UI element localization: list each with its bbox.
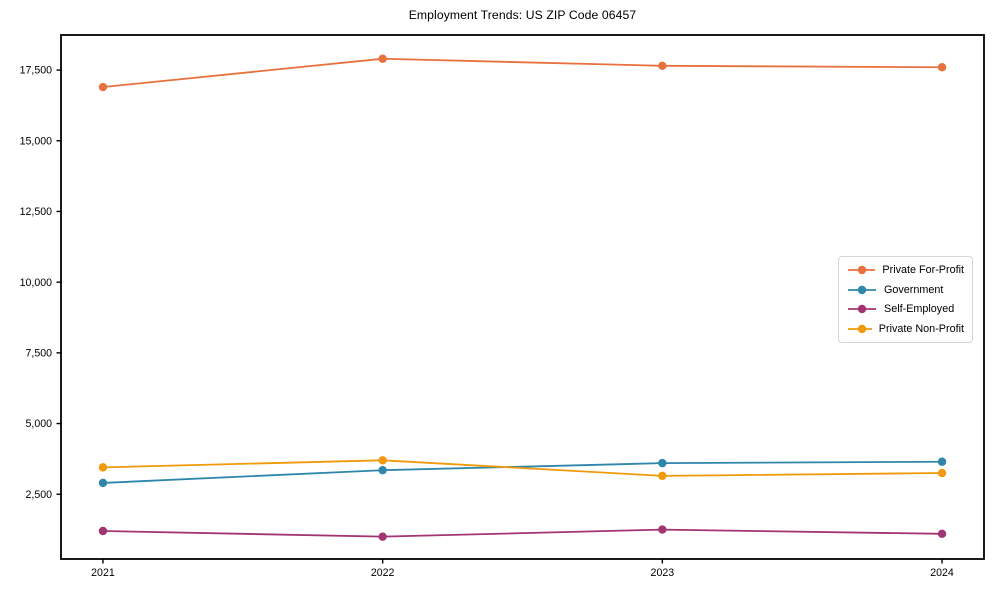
plot-border — [60, 34, 985, 560]
data-point-government-2024 — [937, 457, 947, 466]
x-tick-label: 2023 — [651, 567, 675, 579]
data-point-self-employed-2022 — [378, 532, 387, 541]
y-tick-label: 10,000 — [20, 277, 53, 289]
x-tick-label: 2022 — [371, 567, 395, 579]
y-tick-label: 12,500 — [20, 206, 53, 218]
legend-label: Government — [884, 283, 944, 296]
series-line-government — [102, 460, 943, 484]
legend-label: Private Non-Profit — [878, 322, 964, 335]
data-point-government-2022 — [378, 466, 387, 475]
legend-marker-private-non-profit — [848, 324, 872, 334]
data-point-private-for-profit-2023 — [658, 61, 667, 71]
chart-legend: Private For-Profit Government Self-Employe… — [838, 256, 973, 343]
data-point-private-for-profit-2021 — [98, 82, 108, 92]
data-point-private-for-profit-2022 — [378, 54, 387, 63]
data-point-self-employed-2021 — [98, 526, 108, 536]
series-line-self-employed — [102, 528, 943, 538]
legend-item-private-non-profit: Private Non-Profit — [847, 321, 964, 337]
y-tick-label: 5,000 — [25, 418, 52, 430]
data-point-government-2023 — [658, 458, 667, 468]
x-tick-label: 2024 — [930, 567, 954, 579]
y-tick-label: 17,500 — [20, 65, 53, 77]
data-point-private-non-profit-2022 — [378, 456, 387, 465]
legend-item-government: Government — [847, 282, 964, 298]
series-line-private-non-profit — [102, 459, 943, 477]
y-tick-label: 2,500 — [25, 489, 52, 501]
series-line-private-for-profit — [102, 57, 943, 88]
legend-marker-government — [848, 285, 876, 294]
legend-marker-private-for-profit — [848, 265, 876, 275]
legend-label: Private For-Profit — [882, 264, 964, 276]
y-tick-label: 15,000 — [20, 135, 53, 147]
legend-marker-self-employed — [848, 305, 876, 314]
y-tick-label: 7,500 — [25, 347, 52, 359]
data-point-government-2021 — [98, 478, 108, 488]
data-point-private-non-profit-2021 — [98, 463, 108, 472]
data-point-self-employed-2024 — [937, 529, 947, 539]
legend-item-self-employed: Self-Employed — [847, 301, 964, 317]
chart-title: Employment Trends: US ZIP Code 06457 — [408, 8, 637, 22]
data-point-private-for-profit-2024 — [937, 63, 947, 72]
x-tick-label: 2021 — [91, 567, 115, 579]
legend-label: Self-Employed — [884, 303, 955, 316]
data-point-self-employed-2023 — [658, 525, 667, 534]
data-point-private-non-profit-2023 — [658, 471, 667, 481]
data-point-private-non-profit-2024 — [937, 468, 947, 478]
legend-item-private-for-profit: Private For-Profit — [847, 262, 964, 278]
